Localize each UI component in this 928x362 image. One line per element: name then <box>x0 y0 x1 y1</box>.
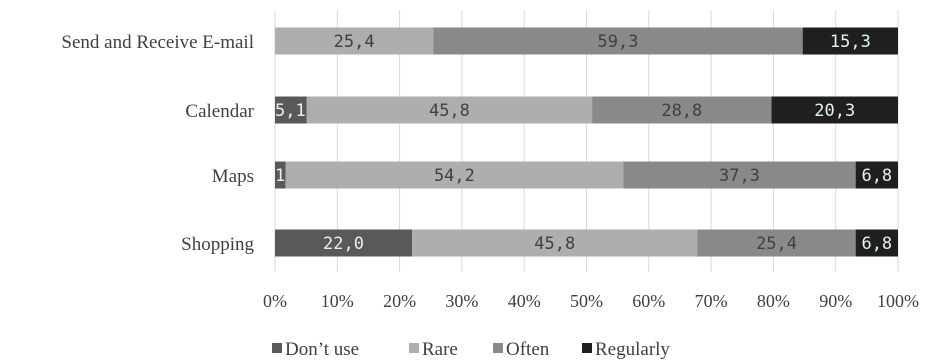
bar-segment <box>855 229 898 257</box>
data-label: 15,3 <box>830 32 871 52</box>
legend-label: Don’t use <box>285 339 359 360</box>
data-label: 37,3 <box>719 166 760 186</box>
legend-swatch <box>409 343 419 353</box>
bar-segment <box>275 229 413 257</box>
data-label: 28,8 <box>661 101 702 121</box>
data-label: 25,4 <box>756 234 797 254</box>
data-label: 20,3 <box>814 101 855 121</box>
bar-segment <box>275 96 307 124</box>
data-label: 5,1 <box>275 101 306 121</box>
x-tick-label: 100% <box>877 291 919 311</box>
data-label: 6,8 <box>861 234 892 254</box>
bar-segment <box>433 27 803 55</box>
x-tick-label: 40% <box>508 291 541 311</box>
data-label: 6,8 <box>861 166 892 186</box>
x-tick-label: 90% <box>819 291 852 311</box>
x-tick-labels: 0% 10% 20% 30% 40% 50% 60% 70% 80% 90% 100% <box>263 291 919 311</box>
x-tick-label: 70% <box>695 291 728 311</box>
category-label: Calendar <box>185 101 254 122</box>
x-tick-label: 30% <box>445 291 478 311</box>
data-label: 45,8 <box>429 101 470 121</box>
legend-label: Rare <box>422 339 458 360</box>
bar-segment <box>802 27 898 55</box>
legend: Don’t use Rare Often Regularly <box>272 339 670 360</box>
category-label: Maps <box>212 166 254 187</box>
bar-segment <box>275 27 434 55</box>
data-label: 22,0 <box>323 234 364 254</box>
legend-swatch <box>493 343 503 353</box>
bar-segment <box>697 229 856 257</box>
data-label: 45,8 <box>534 234 575 254</box>
legend-swatch <box>272 343 282 353</box>
legend-label: Regularly <box>595 339 670 360</box>
bars: 25,459,315,35,145,828,820,31,754,237,36,… <box>275 27 898 257</box>
bar-segment <box>412 229 698 257</box>
x-tick-label: 10% <box>321 291 354 311</box>
data-label: 54,2 <box>434 166 475 186</box>
x-tick-label: 0% <box>263 291 287 311</box>
bar-segment <box>771 96 898 124</box>
category-label: Send and Receive E-mail <box>61 32 254 53</box>
data-label: 25,4 <box>334 32 375 52</box>
data-label: 59,3 <box>597 32 638 52</box>
x-tick-label: 50% <box>570 291 603 311</box>
bar-segment <box>275 161 286 189</box>
bar-segment <box>592 96 772 124</box>
bar-segment <box>285 161 624 189</box>
x-tick-label: 60% <box>632 291 665 311</box>
category-label: Shopping <box>181 234 254 255</box>
x-tick-label: 80% <box>757 291 790 311</box>
legend-label: Often <box>506 339 550 360</box>
category-labels: Send and Receive E-mail Calendar Maps Shopp… <box>61 32 254 255</box>
bar-segment <box>855 161 898 189</box>
bar-segment <box>623 161 856 189</box>
bar-segment <box>306 96 593 124</box>
x-tick-label: 20% <box>383 291 416 311</box>
legend-swatch <box>582 343 592 353</box>
